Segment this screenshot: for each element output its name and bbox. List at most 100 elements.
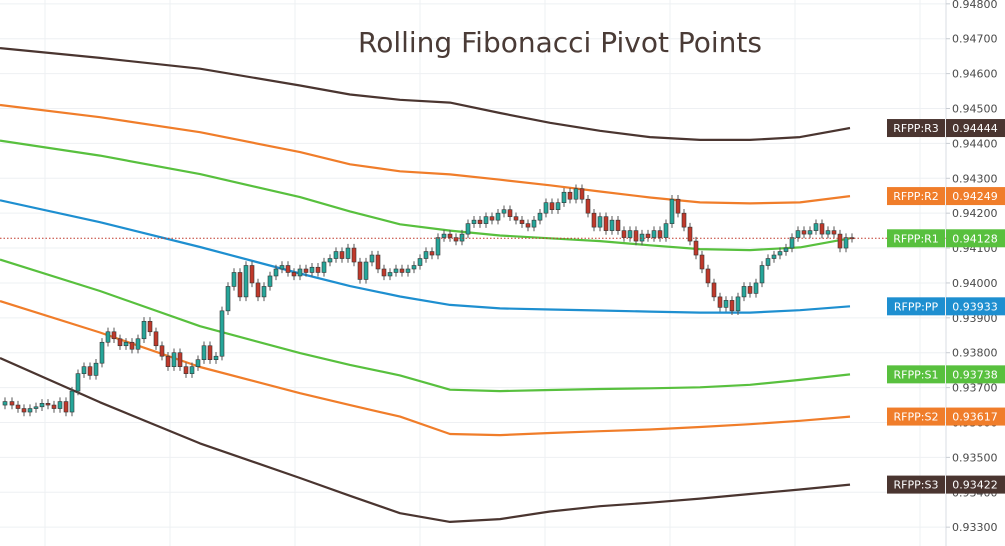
price-tick-label-10: 0.93800 xyxy=(952,347,998,360)
pivot-line-s2 xyxy=(0,300,851,437)
level-tag-value-pp: 0.93933 xyxy=(952,300,998,313)
candle-body-1 xyxy=(9,401,15,406)
candle-body-82 xyxy=(495,212,501,221)
candle-body-123 xyxy=(741,286,747,298)
level-tag-value-box-pp xyxy=(946,297,1005,316)
candle-body-39 xyxy=(237,272,243,298)
candle-body-107 xyxy=(645,233,651,238)
price-tick-label-6: 0.94200 xyxy=(952,207,998,220)
candle-body-23 xyxy=(141,321,147,340)
candle-body-115 xyxy=(693,240,699,256)
candle-body-42 xyxy=(255,282,261,298)
candle-body-0 xyxy=(2,401,8,406)
candle-body-97 xyxy=(585,198,591,214)
candle-body-34 xyxy=(207,345,213,360)
pivot-line-r2 xyxy=(0,103,851,205)
candle-body-122 xyxy=(735,296,741,312)
candle-body-32 xyxy=(195,359,201,367)
candle-body-98 xyxy=(591,212,597,228)
level-tag-value-box-s1 xyxy=(946,365,1005,384)
candle-body-72 xyxy=(435,237,441,256)
pivot-line-r1 xyxy=(0,139,851,252)
candle-body-17 xyxy=(105,331,111,343)
candlesticks xyxy=(2,184,855,417)
candle-body-90 xyxy=(543,202,549,214)
level-tag-value-box-r2 xyxy=(946,187,1005,206)
candle-body-75 xyxy=(453,237,459,242)
level-tag-name-r3: RFPP:R3 xyxy=(893,122,939,135)
candle-body-48 xyxy=(291,272,297,277)
candle-body-92 xyxy=(555,202,561,210)
level-tag-name-s1: RFPP:S1 xyxy=(894,368,939,381)
candle-body-71 xyxy=(429,251,435,256)
candle-body-58 xyxy=(351,247,357,263)
candle-body-59 xyxy=(357,261,363,280)
price-tick-label-15: 0.93300 xyxy=(952,521,998,534)
candle-body-119 xyxy=(717,296,723,308)
candle-body-10 xyxy=(63,401,69,413)
candle-body-68 xyxy=(411,265,417,270)
candle-body-132 xyxy=(795,230,801,238)
level-tag-name-s2: RFPP:S2 xyxy=(894,411,939,424)
candle-body-128 xyxy=(771,254,777,259)
candle-body-135 xyxy=(813,223,819,231)
price-tick-label-1: 0.94700 xyxy=(952,33,998,46)
candle-body-15 xyxy=(93,362,99,376)
candle-body-3 xyxy=(21,408,27,413)
candle-body-37 xyxy=(225,286,231,312)
candle-body-52 xyxy=(315,266,321,273)
candle-body-86 xyxy=(519,219,525,224)
candle-body-51 xyxy=(309,266,315,273)
level-tag-value-s1: 0.93738 xyxy=(952,368,998,381)
level-tags: RFPP:R3 0.94444 RFPP:R2 0.94249 RFPP:R1 0.941… xyxy=(887,119,1005,494)
level-tag-name-box-r3 xyxy=(887,119,945,138)
candle-body-93 xyxy=(561,191,567,204)
level-tag-name-box-pp xyxy=(887,297,945,316)
candle-body-38 xyxy=(231,272,237,287)
level-tag-name-r2: RFPP:R2 xyxy=(893,190,939,203)
candle-body-139 xyxy=(837,233,843,249)
price-tick-label-0: 0.94800 xyxy=(952,0,998,11)
candle-body-66 xyxy=(399,268,405,273)
candle-body-104 xyxy=(627,230,633,238)
candle-body-20 xyxy=(123,341,129,347)
candle-body-67 xyxy=(405,268,411,273)
price-tick-label-2: 0.94600 xyxy=(952,68,998,81)
candle-body-138 xyxy=(831,230,837,235)
candle-body-127 xyxy=(765,258,771,266)
candle-body-91 xyxy=(549,202,555,210)
candle-body-35 xyxy=(213,355,219,360)
candle-body-13 xyxy=(81,366,87,374)
level-tag-name-box-s3 xyxy=(887,475,945,494)
candle-body-40 xyxy=(243,265,249,298)
candle-body-134 xyxy=(807,230,813,235)
candle-body-79 xyxy=(477,219,483,224)
level-tag-name-box-s1 xyxy=(887,365,945,384)
candle-body-133 xyxy=(801,230,807,235)
candle-body-80 xyxy=(483,216,489,224)
candle-body-113 xyxy=(681,212,687,228)
level-tag-value-r1: 0.94128 xyxy=(952,232,998,245)
price-tick-label-4: 0.94400 xyxy=(952,137,998,150)
candle-body-43 xyxy=(261,286,267,298)
candle-body-111 xyxy=(669,198,675,224)
candle-body-137 xyxy=(825,230,831,235)
candle-body-29 xyxy=(177,352,183,367)
candle-body-9 xyxy=(57,401,63,409)
candle-body-140 xyxy=(843,237,849,249)
candle-body-24 xyxy=(147,321,153,333)
level-tag-value-box-r1 xyxy=(946,229,1005,248)
candle-body-28 xyxy=(171,352,177,367)
pivot-lines xyxy=(0,47,851,523)
candle-body-114 xyxy=(687,226,693,242)
candle-body-101 xyxy=(609,219,615,231)
candle-body-64 xyxy=(387,272,393,277)
candle-body-50 xyxy=(303,268,309,273)
candle-body-16 xyxy=(99,341,105,364)
candle-body-62 xyxy=(375,254,381,270)
candle-body-11 xyxy=(69,390,75,413)
candle-body-84 xyxy=(507,209,513,217)
